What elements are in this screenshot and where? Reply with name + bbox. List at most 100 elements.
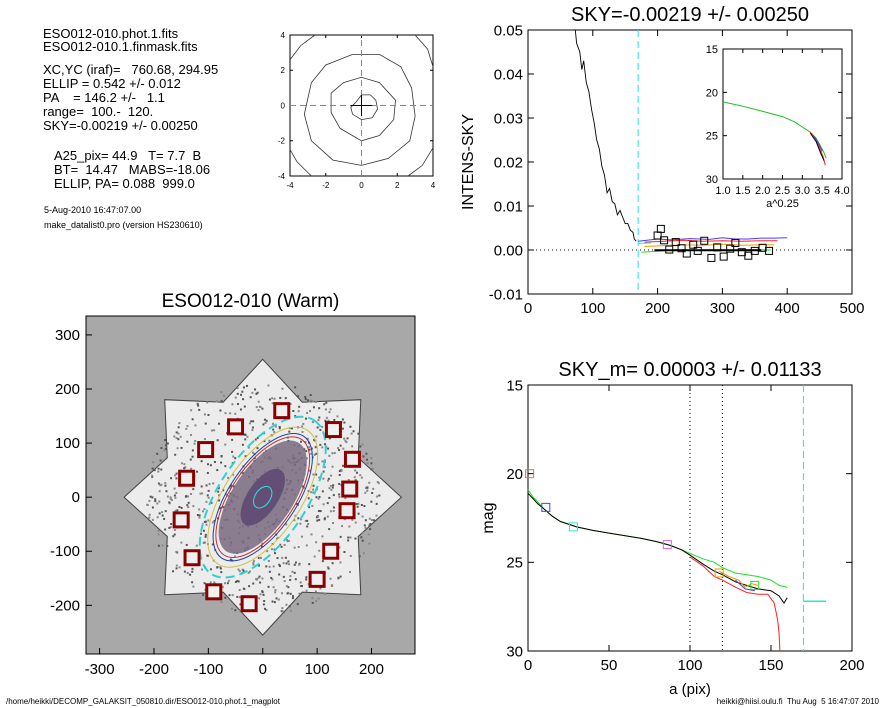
image-noise-pixel [259,499,262,502]
image-noise-pixel [279,396,282,399]
image-noise-pixel [216,469,219,472]
image-noise-pixel [236,387,239,390]
image-noise-pixel [159,459,162,462]
image-noise-pixel [364,519,367,522]
image-noise-pixel [285,523,288,526]
image-noise-pixel [248,585,251,588]
image-noise-pixel [174,496,177,499]
image-noise-pixel [278,565,281,568]
image-noise-pixel [291,457,294,460]
sky-ytick-label: 0.01 [494,198,523,215]
image-noise-pixel [275,479,278,482]
image-noise-pixel [327,567,330,570]
image-noise-pixel [207,453,210,456]
image-noise-pixel [192,488,195,491]
image-noise-pixel [256,436,259,439]
image-noise-pixel [203,438,206,441]
image-noise-pixel [212,482,215,485]
image-noise-pixel [348,511,351,514]
image-noise-pixel [266,521,269,524]
image-noise-pixel [271,397,274,400]
image-ellipse-3 [215,436,311,559]
image-noise-pixel [263,456,266,459]
image-noise-pixel [360,476,363,479]
image-noise-pixel [217,490,220,493]
image-noise-pixel [278,520,281,523]
image-noise-pixel [288,430,291,433]
image-noise-pixel [175,550,178,553]
image-noise-pixel [322,550,325,553]
image-noise-pixel [350,432,353,435]
image-noise-pixel [332,510,335,513]
sky-ylabel: INTENS-SKY [460,114,477,210]
image-noise-pixel [354,469,357,472]
image-noise-pixel [255,578,258,581]
image-noise-pixel [282,476,285,479]
image-noise-pixel [231,403,234,406]
image-noise-pixel [296,460,299,463]
image-noise-pixel [293,571,296,574]
image-noise-pixel [277,488,280,491]
image-noise-pixel [323,518,326,521]
image-noise-pixel [187,506,190,509]
image-noise-pixel [170,523,173,526]
image-noise-pixel [325,446,328,449]
image-noise-pixel [244,548,247,551]
image-noise-pixel [205,500,208,503]
image-noise-pixel [191,449,194,452]
image-noise-pixel [321,535,324,538]
image-noise-pixel [228,536,231,539]
image-noise-pixel [337,577,340,580]
image-background [86,316,415,654]
sky-square [719,252,728,261]
image-noise-pixel [317,419,320,422]
image-noise-pixel [194,424,197,427]
image-noise-pixel [338,474,341,477]
image-noise-pixel [326,502,329,505]
image-noise-pixel [236,417,239,420]
image-noise-pixel [214,548,217,551]
image-noise-pixel [340,484,343,487]
image-noise-pixel [280,545,283,548]
image-noise-pixel [316,426,319,429]
image-noise-pixel [238,589,241,592]
image-noise-pixel [297,504,300,507]
image-noise-pixel [349,536,352,539]
image-noise-pixel [330,546,333,549]
footer-user-stamp: heikki@hiisi.oulu.fi Thu Aug 5 16:47:07 … [716,697,879,706]
center-coords: XC,YC (iraf)= 760.68, 294.95 [43,62,219,77]
image-noise-pixel [278,573,281,576]
mag-series-red [689,556,781,652]
mag-square [525,469,535,479]
image-noise-pixel [295,502,298,505]
image-noise-pixel [304,398,307,401]
image-noise-pixel [327,419,330,422]
image-noise-pixel [242,587,245,590]
image-noise-pixel [157,482,160,485]
image-noise-pixel [355,503,358,506]
image-noise-pixel [310,399,313,402]
image-noise-pixel [275,410,278,413]
image-noise-pixel [363,524,366,527]
image-noise-pixel [252,563,255,566]
image-noise-pixel [244,516,247,519]
image-noise-pixel [229,487,232,490]
image-noise-pixel [188,475,191,478]
image-noise-pixel [361,539,364,542]
image-noise-pixel [303,463,306,466]
sky-square [656,224,665,233]
image-noise-pixel [268,456,271,459]
image-noise-pixel [289,609,292,612]
image-noise-pixel [322,470,325,473]
image-noise-pixel [359,445,362,448]
image-noise-pixel [313,555,316,558]
image-noise-pixel [209,568,212,571]
image-noise-pixel [249,396,252,399]
mask-square [322,542,340,560]
mask-square [240,595,258,613]
image-noise-pixel [164,444,167,447]
image-noise-pixel [270,493,273,496]
image-noise-pixel [267,384,270,387]
image-noise-pixel [347,478,350,481]
image-noise-pixel [173,487,176,490]
